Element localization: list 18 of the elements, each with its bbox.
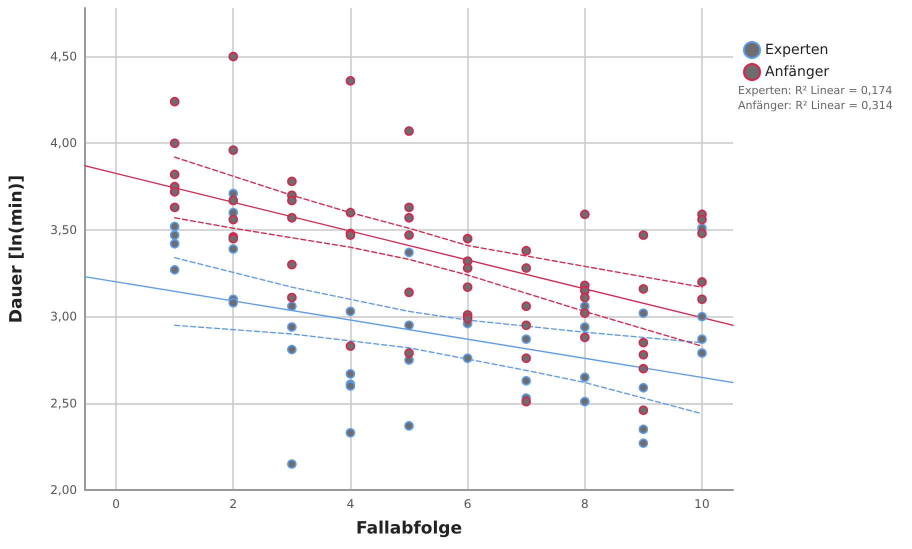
y-axis-title: Dauer [ln(min)] bbox=[6, 174, 26, 324]
y-tick-label: 3,00 bbox=[50, 310, 77, 324]
x-axis-title: Fallabfolge bbox=[356, 518, 462, 538]
legend-label: Anfänger bbox=[765, 64, 830, 80]
x-tick-label: 4 bbox=[346, 497, 354, 511]
y-tick-label: 4,00 bbox=[50, 136, 77, 150]
x-tick-label: 0 bbox=[112, 497, 120, 511]
x-tick-label: 6 bbox=[464, 497, 472, 511]
text: Anfänger: R² Linear = 0,314 bbox=[738, 99, 893, 112]
y-tick-label: 2,00 bbox=[50, 483, 77, 497]
y-tick-label: 3,50 bbox=[50, 222, 77, 237]
x-tick-label: 10 bbox=[694, 497, 710, 511]
y-tick-label: 4,50 bbox=[50, 50, 77, 64]
y-tick-label: 2,50 bbox=[50, 396, 77, 410]
x-tick-label: 8 bbox=[580, 497, 589, 511]
text: Experten: R² Linear = 0,174 bbox=[738, 84, 892, 97]
legend-label: Experten bbox=[765, 42, 828, 58]
x-tick-label: 2 bbox=[229, 497, 238, 511]
